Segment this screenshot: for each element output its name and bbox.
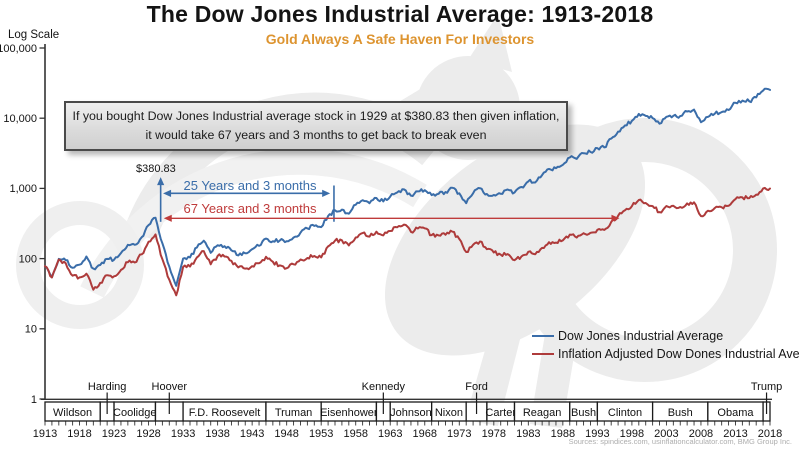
x-tick-label-1988: 1988 bbox=[551, 428, 575, 440]
annotation-line-1: If you bought Dow Jones Industrial avera… bbox=[72, 109, 560, 124]
x-tick-label-2008: 2008 bbox=[689, 428, 713, 440]
x-tick-label-2018: 2018 bbox=[758, 428, 782, 440]
annotation-line-2: it would take 67 years and 3 months to g… bbox=[145, 128, 487, 142]
y-tick-label-100: 100 bbox=[19, 253, 37, 265]
y-tick-label-1000: 1,000 bbox=[9, 183, 37, 195]
legend-line-blue-icon bbox=[532, 334, 554, 338]
president-label-2: Coolidge bbox=[113, 407, 156, 419]
president-callout-label-7: Kennedy bbox=[362, 381, 406, 393]
president-label-4: F.D. Roosevelt bbox=[189, 407, 261, 419]
watermark-shape-9 bbox=[16, 201, 144, 329]
president-label-11: Carter bbox=[485, 407, 516, 419]
chart-subtitle: Gold Always A Safe Haven For Investors bbox=[265, 31, 535, 47]
president-callout-label-10: Ford bbox=[465, 381, 488, 393]
x-tick-label-1968: 1968 bbox=[413, 428, 437, 440]
watermark-shape-7 bbox=[465, 305, 527, 426]
president-label-0: Wildson bbox=[53, 407, 92, 419]
y-axis-scale-label: Log Scale bbox=[8, 29, 60, 41]
x-tick-label-1998: 1998 bbox=[620, 428, 644, 440]
president-callout-label-1: Harding bbox=[88, 381, 127, 393]
y-tick-label-10: 10 bbox=[25, 324, 37, 336]
real-span-arrowhead-right bbox=[611, 214, 620, 222]
x-tick-label-1913: 1913 bbox=[33, 428, 57, 440]
x-tick-label-1958: 1958 bbox=[343, 428, 367, 440]
peak-price-label: $380.83 bbox=[136, 163, 176, 175]
legend-item-dow-jones: Dow Jones Industrial Average bbox=[532, 329, 800, 343]
x-tick-label-1933: 1933 bbox=[171, 428, 195, 440]
watermark-shape-1 bbox=[384, 124, 646, 356]
series-line-dow-jones bbox=[44, 87, 771, 287]
x-tick-label-1953: 1953 bbox=[309, 428, 333, 440]
y-tick-label-100000: 100,000 bbox=[0, 43, 37, 55]
peak-marker-arrowhead bbox=[157, 177, 165, 186]
legend-label-dow-jones: Dow Jones Industrial Average bbox=[558, 329, 724, 343]
annotation-box: If you bought Dow Jones Industrial avera… bbox=[64, 101, 568, 151]
president-label-15: Bush bbox=[668, 407, 693, 419]
legend-item-inflation-adjusted: Inflation Adjusted Dow Dones Industrial … bbox=[532, 347, 800, 361]
x-tick-label-1943: 1943 bbox=[240, 428, 264, 440]
x-tick-label-1963: 1963 bbox=[378, 428, 402, 440]
series-line-inflation-adjusted bbox=[44, 186, 771, 297]
watermark-shape-8 bbox=[530, 316, 580, 428]
president-label-16: Obama bbox=[717, 407, 754, 419]
president-callout-label-17: Trump bbox=[751, 381, 782, 393]
president-callout-label-3: Hoover bbox=[152, 381, 188, 393]
legend-line-red-icon bbox=[532, 352, 554, 356]
x-tick-label-1923: 1923 bbox=[102, 428, 126, 440]
x-tick-label-1993: 1993 bbox=[585, 428, 609, 440]
nominal-span-arrowhead-left bbox=[163, 189, 172, 197]
watermark-shape-4 bbox=[468, 14, 512, 72]
x-tick-label-2003: 2003 bbox=[654, 428, 678, 440]
president-label-14: Clinton bbox=[608, 407, 642, 419]
legend-label-inflation-adjusted: Inflation Adjusted Dow Dones Industrial … bbox=[558, 347, 800, 361]
chart-title: The Dow Jones Industrial Average: 1913-2… bbox=[146, 1, 654, 27]
nominal-recovery-span-label: 25 Years and 3 months bbox=[183, 178, 317, 193]
president-label-12: Reagan bbox=[523, 407, 562, 419]
x-tick-label-1948: 1948 bbox=[274, 428, 298, 440]
real-span-arrowhead-left bbox=[163, 214, 172, 222]
legend: Dow Jones Industrial Average Inflation A… bbox=[532, 329, 800, 361]
x-tick-label-1983: 1983 bbox=[516, 428, 540, 440]
president-label-13: Bush bbox=[571, 407, 596, 419]
x-tick-label-1918: 1918 bbox=[67, 428, 91, 440]
nominal-span-arrowhead-right bbox=[322, 189, 331, 197]
x-tick-label-1978: 1978 bbox=[482, 428, 506, 440]
real-recovery-span-label: 67 Years and 3 months bbox=[183, 201, 317, 216]
x-tick-label-1938: 1938 bbox=[205, 428, 229, 440]
x-tick-label-1928: 1928 bbox=[136, 428, 160, 440]
president-label-6: Eisenhower bbox=[320, 407, 378, 419]
x-tick-label-1973: 1973 bbox=[447, 428, 471, 440]
x-tick-label-2013: 2013 bbox=[723, 428, 747, 440]
president-label-8: Johnson bbox=[390, 407, 432, 419]
sources-note: Sources: spindices.com, usinflationcalcu… bbox=[568, 437, 792, 446]
president-label-5: Truman bbox=[275, 407, 313, 419]
y-tick-label-1: 1 bbox=[31, 394, 37, 406]
y-tick-label-10000: 10,000 bbox=[3, 113, 37, 125]
president-label-9: Nixon bbox=[435, 407, 463, 419]
